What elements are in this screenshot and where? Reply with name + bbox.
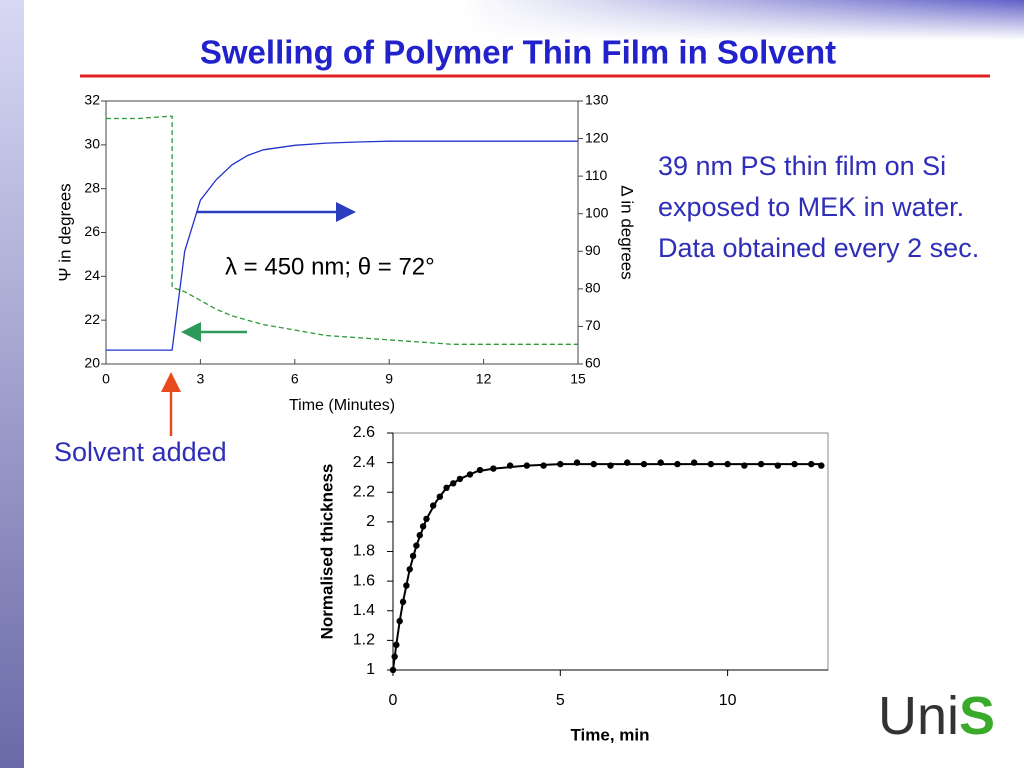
x-tick-label: 5: [556, 692, 565, 709]
y-tick-label: 2.4: [353, 454, 375, 471]
y2-tick-label: 130: [585, 92, 609, 108]
y-tick-label: 22: [84, 311, 100, 327]
y-tick-label: 26: [84, 223, 100, 239]
slide-title: Swelling of Polymer Thin Film in Solvent: [200, 34, 836, 71]
y-tick-label: 1: [366, 661, 375, 678]
plot-frame: [105, 100, 579, 365]
chart-annotation: λ = 450 nm; θ = 72°: [225, 253, 435, 280]
x-axis-label: Time (Minutes): [289, 397, 395, 414]
data-line: [106, 140, 578, 351]
y-tick-label: 1.6: [353, 572, 375, 589]
logo-text: Uni: [878, 686, 959, 746]
y-tick-label: 24: [84, 267, 100, 283]
y2-tick-label: 60: [585, 355, 601, 371]
x-tick-label: 6: [291, 371, 299, 387]
y2-tick-label: 80: [585, 280, 601, 296]
x-tick-label: 0: [389, 692, 398, 709]
data-line: [106, 115, 578, 345]
y-axis-label: Ψ in degrees: [55, 183, 74, 281]
y2-tick-label: 70: [585, 317, 601, 333]
x-tick-label: 9: [385, 371, 393, 387]
x-tick-label: 15: [570, 371, 586, 387]
top-fade: [0, 0, 1024, 40]
y2-tick-label: 100: [585, 204, 609, 220]
logo: UniS: [878, 686, 995, 746]
y-tick-label: 1.2: [353, 632, 375, 649]
y-tick-label: 32: [84, 92, 100, 108]
x-tick-label: 0: [102, 371, 110, 387]
y-tick-label: 1.4: [353, 602, 375, 619]
x-tick-label: 12: [476, 371, 492, 387]
y-tick-label: 2.2: [353, 483, 375, 500]
y-tick-label: 1.8: [353, 543, 375, 560]
y-tick-label: 2: [366, 513, 375, 530]
x-tick-label: 10: [719, 692, 737, 709]
description: 39 nm PS thin film on Si exposed to MEK …: [658, 151, 980, 263]
y-tick-label: 28: [84, 179, 100, 195]
y2-tick-label: 90: [585, 242, 601, 258]
y2-axis-label: Δ in degrees: [618, 185, 637, 280]
side-band: [0, 0, 24, 768]
y-tick-label: 20: [84, 355, 100, 371]
x-axis-label: Time, min: [570, 725, 649, 744]
x-tick-label: 3: [197, 371, 205, 387]
solvent-note: Solvent added: [54, 437, 227, 467]
y-axis-label: Normalised thickness: [317, 464, 336, 640]
fit-line: [392, 463, 822, 671]
logo-accent: S: [959, 686, 995, 746]
y-tick-label: 30: [84, 136, 100, 152]
y-tick-label: 2.6: [353, 424, 375, 441]
y2-tick-label: 120: [585, 129, 609, 145]
y2-tick-label: 110: [585, 167, 608, 183]
